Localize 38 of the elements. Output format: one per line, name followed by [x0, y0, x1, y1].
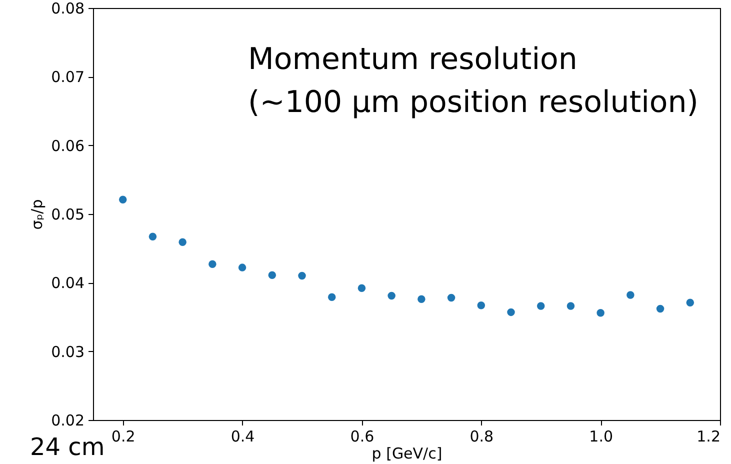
point — [477, 301, 486, 310]
point — [536, 302, 545, 310]
point — [388, 292, 396, 300]
point — [358, 284, 366, 292]
y-tick-label: 0.08 — [51, 0, 84, 18]
point — [507, 308, 515, 316]
x-tick-label: 1.0 — [589, 428, 613, 446]
y-tick-label: 0.02 — [51, 412, 84, 430]
y-tick-label: 0.03 — [51, 342, 84, 361]
point — [626, 291, 634, 299]
point — [596, 309, 604, 317]
x-tick-label: 0.2 — [111, 428, 136, 446]
y-tick-label: 0.07 — [51, 68, 84, 86]
x-tick-label: 0.6 — [350, 428, 374, 446]
annotation: (~100 µm position resolution) — [248, 85, 698, 120]
point — [118, 196, 127, 204]
point — [238, 264, 246, 272]
y-tick-label: 0.06 — [51, 136, 84, 155]
x-tick-label: 0.4 — [230, 428, 255, 446]
point — [148, 232, 157, 241]
point — [268, 271, 276, 279]
point — [178, 238, 186, 246]
text: 24 cm — [30, 433, 105, 461]
point — [418, 295, 426, 304]
x-tick-label: 1.2 — [696, 428, 720, 446]
annotation: Momentum resolution — [248, 42, 578, 77]
point — [686, 298, 694, 306]
point — [656, 304, 664, 313]
point — [328, 293, 336, 301]
y-tick-label: 0.05 — [51, 206, 84, 224]
x-axis-title: p [GeV/c] — [372, 444, 442, 462]
y-tick-label: 0.04 — [51, 274, 84, 292]
point — [447, 294, 456, 302]
x-tick-label: 0.8 — [470, 428, 494, 446]
y-axis-title: σₚ/p — [28, 199, 46, 230]
point — [566, 302, 575, 310]
point — [208, 260, 216, 268]
point — [298, 272, 306, 280]
